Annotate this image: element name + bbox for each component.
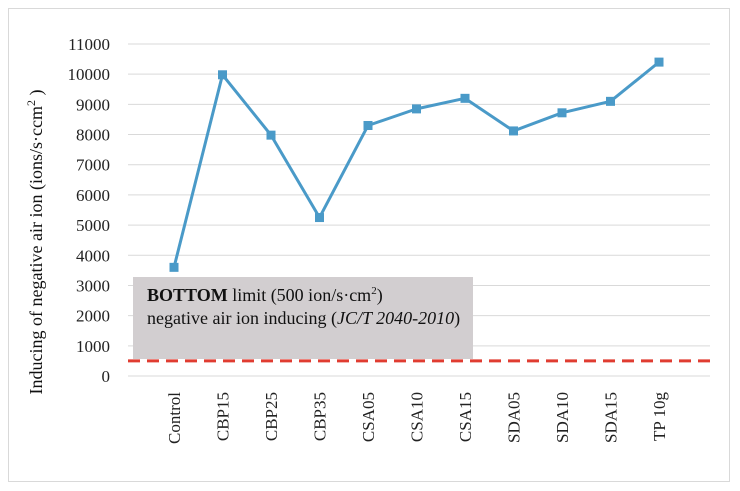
data-point — [654, 57, 664, 67]
y-tick-label: 10000 — [68, 65, 111, 84]
x-tick-label: SDA15 — [602, 392, 621, 443]
annotation-text-3: negative air ion inducing ( — [147, 308, 337, 328]
y-tick-label: 4000 — [76, 246, 110, 265]
x-tick-label: CBP35 — [311, 392, 330, 441]
annotation-text-2: ) — [376, 285, 383, 305]
data-point — [169, 262, 179, 272]
x-tick-label: CBP15 — [214, 392, 233, 441]
x-tick-label: CSA05 — [359, 392, 378, 442]
chart-frame — [8, 8, 730, 482]
y-axis-label: Inducing of negative air ion (ions/s·ccm… — [24, 90, 47, 395]
y-axis-ticks: 0 1000 2000 3000 4000 5000 6000 7000 8000 9000 100… — [68, 35, 111, 386]
x-tick-label: CBP25 — [262, 392, 281, 441]
data-point — [460, 93, 470, 103]
data-point — [315, 213, 324, 223]
data-point — [557, 108, 567, 118]
y-tick-label: 1000 — [76, 337, 110, 356]
annotation-line-1: BOTTOM limit (500 ion/s·cm2) — [147, 284, 473, 307]
y-tick-label: 0 — [102, 367, 111, 386]
y-tick-label: 11000 — [68, 35, 110, 54]
y-tick-label: 8000 — [76, 126, 110, 145]
x-tick-label: TP 10g — [650, 392, 669, 441]
y-tick-label: 3000 — [76, 276, 110, 295]
x-axis-ticks: Control CBP15 CBP25 CBP35 CSA05 CSA10 CSA15 SDA… — [165, 392, 669, 444]
x-tick-label: Control — [165, 392, 184, 444]
x-tick-label: CSA10 — [408, 392, 427, 442]
data-point — [509, 126, 518, 136]
data-point — [266, 130, 276, 140]
x-tick-label: SDA05 — [505, 392, 524, 443]
data-point — [606, 96, 615, 106]
series-points — [169, 57, 664, 272]
x-tick-label: CSA15 — [456, 392, 475, 442]
annotation-line-2: negative air ion inducing (JC/T 2040-201… — [147, 307, 473, 330]
x-tick-label: SDA10 — [553, 392, 572, 443]
annotation-box: BOTTOM limit (500 ion/s·cm2) negative ai… — [133, 277, 473, 359]
annotation-sup: 2 — [371, 285, 377, 297]
y-tick-label: 2000 — [76, 307, 110, 326]
data-point — [363, 120, 373, 130]
data-point — [412, 104, 421, 114]
annotation-bold: BOTTOM — [147, 285, 228, 305]
data-point — [218, 70, 227, 80]
y-tick-label: 5000 — [76, 216, 110, 235]
annotation-standard: JC/T 2040-2010 — [336, 308, 455, 328]
annotation-text-1: limit (500 ion/s·cm — [227, 285, 372, 305]
y-tick-label: 9000 — [76, 95, 110, 114]
y-tick-label: 6000 — [76, 186, 110, 205]
annotation-close: ) — [454, 308, 461, 328]
y-tick-label: 7000 — [76, 156, 110, 175]
